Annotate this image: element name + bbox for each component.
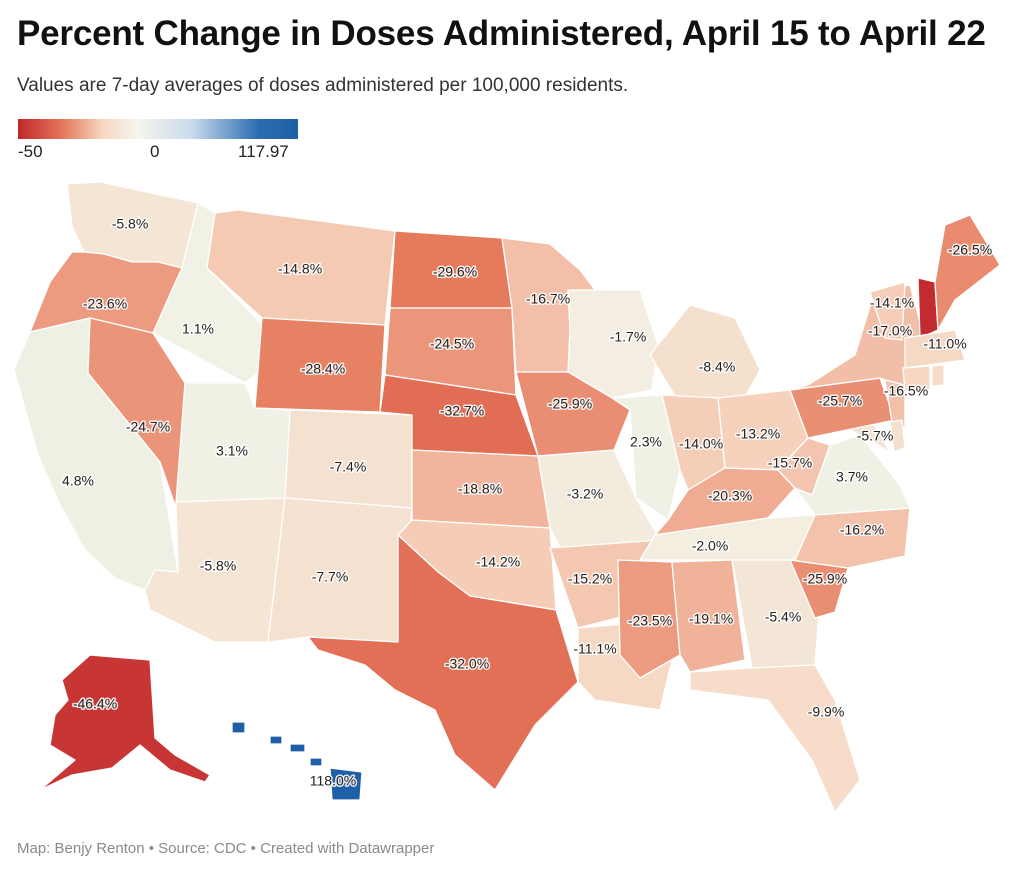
state-label-nm: -7.7% <box>312 569 349 585</box>
state-label-ny: -17.0% <box>868 323 912 339</box>
state-label-nv: -24.7% <box>126 419 170 435</box>
state-label-sc: -25.9% <box>803 571 847 587</box>
state-label-al: -19.1% <box>689 611 733 627</box>
state-label-nj: -16.5% <box>884 383 928 399</box>
state-label-ia: -25.9% <box>548 396 592 412</box>
state-tx[interactable] <box>307 534 579 791</box>
state-label-ks: -18.8% <box>458 481 502 497</box>
state-de[interactable] <box>889 419 906 453</box>
state-ms[interactable] <box>617 559 681 679</box>
state-label-ms: -23.5% <box>628 613 672 629</box>
state-label-nd: -29.6% <box>433 264 477 280</box>
footer-credits: Map: Benjy Renton • Source: CDC • Create… <box>17 840 435 857</box>
state-label-fl: -9.9% <box>808 704 845 720</box>
state-label-ok: -14.2% <box>476 554 520 570</box>
state-label-mt: -14.8% <box>278 261 322 277</box>
state-labels: -5.8% -23.6% 4.8% 1.1% -24.7% -14.8% -28.4% 3.1… <box>61 214 994 790</box>
state-ma[interactable] <box>904 329 966 369</box>
state-label-la: -11.1% <box>573 641 616 657</box>
state-label-mo: -3.2% <box>567 486 604 502</box>
legend-min-label: -50 <box>18 142 43 161</box>
state-al[interactable] <box>671 559 746 673</box>
state-label-co: -7.4% <box>330 459 367 475</box>
state-label-or: -23.6% <box>83 296 127 312</box>
state-me[interactable] <box>934 214 1001 331</box>
page-subtitle: Values are 7-day averages of doses admin… <box>17 75 629 96</box>
state-label-wi: -1.7% <box>610 329 647 345</box>
state-label-wy: -28.4% <box>301 361 345 377</box>
state-label-pa: -25.7% <box>818 393 862 409</box>
state-wi[interactable] <box>567 289 659 399</box>
state-label-ga: -5.4% <box>765 609 802 625</box>
state-label-in: -14.0% <box>679 436 723 452</box>
state-label-tn: -2.0% <box>692 538 729 554</box>
state-ct[interactable] <box>902 365 931 393</box>
state-label-md: -5.7% <box>857 428 894 444</box>
state-label-ca: 4.8% <box>62 473 94 489</box>
state-label-ut: 3.1% <box>216 443 248 459</box>
state-label-ky: -20.3% <box>708 488 752 504</box>
legend-color-bar <box>18 119 298 139</box>
page-title: Percent Change in Doses Administered, Ap… <box>17 14 986 53</box>
state-ak[interactable] <box>39 654 211 791</box>
state-label-mn: -16.7% <box>526 291 570 307</box>
state-mi[interactable] <box>649 304 761 405</box>
state-label-ma: -11.0% <box>923 336 966 352</box>
state-label-me: -26.5% <box>948 242 992 258</box>
state-label-il: 2.3% <box>630 434 662 450</box>
state-vt[interactable] <box>869 281 906 341</box>
state-label-nc: -16.2% <box>840 522 884 538</box>
legend-mid-label: 0 <box>150 142 160 161</box>
state-label-tx: -32.0% <box>445 656 489 672</box>
state-fl[interactable] <box>689 664 861 813</box>
state-label-ar: -15.2% <box>568 571 612 587</box>
state-label-hi: 118.0% <box>310 773 356 789</box>
state-label-wa: -5.8% <box>112 216 149 232</box>
legend-max-label: 117.97 <box>238 142 289 161</box>
state-label-vt: -14.1% <box>870 295 914 311</box>
state-shapes <box>13 181 1001 813</box>
state-label-ak: -46.4% <box>73 696 117 712</box>
state-hi[interactable] <box>231 721 363 801</box>
state-wv[interactable] <box>777 437 831 496</box>
state-label-wv: -15.7% <box>768 455 812 471</box>
state-label-va: 3.7% <box>836 469 868 485</box>
state-label-mi: -8.4% <box>699 359 736 375</box>
state-ri[interactable] <box>931 364 945 387</box>
state-label-id: 1.1% <box>182 321 214 337</box>
state-label-ne: -32.7% <box>440 403 484 419</box>
state-label-oh: -13.2% <box>736 426 780 442</box>
state-ga[interactable] <box>731 559 821 669</box>
state-label-sd: -24.5% <box>430 336 474 352</box>
state-label-az: -5.8% <box>200 558 237 574</box>
